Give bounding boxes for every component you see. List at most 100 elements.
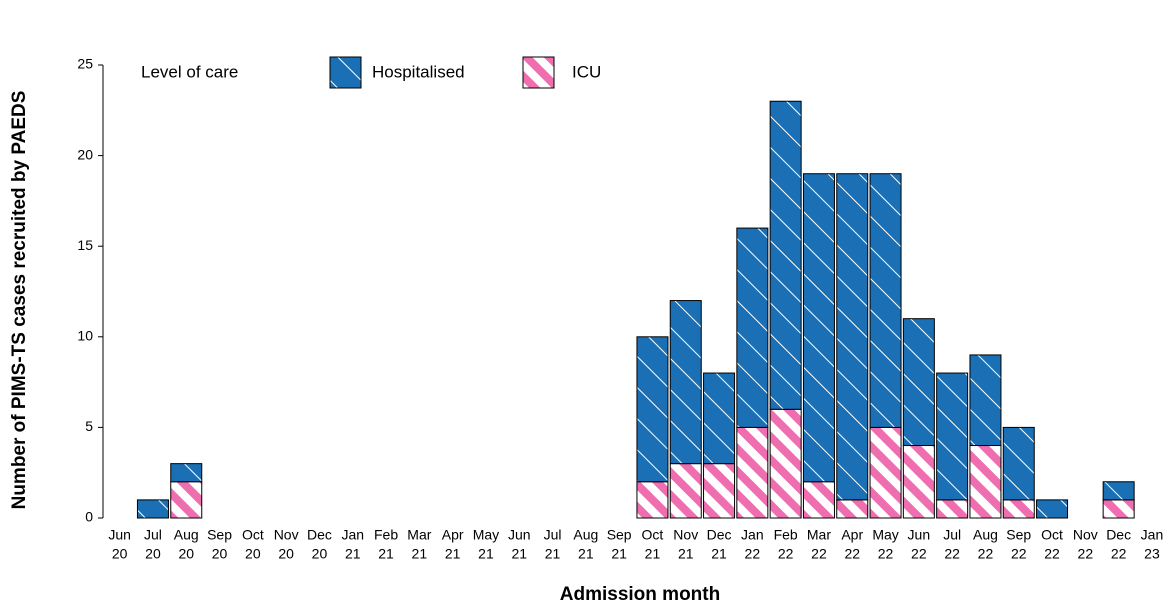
bar-segment: [1036, 499, 1069, 519]
legend-swatch: [522, 56, 555, 89]
x-tick-label: 22: [978, 546, 994, 562]
x-tick-label: Sep: [207, 527, 232, 543]
x-tick-label: 22: [745, 546, 761, 562]
x-tick-label: Mar: [807, 527, 831, 543]
x-tick-label: 21: [645, 546, 661, 562]
legend-swatch: [329, 56, 362, 89]
x-tick-label: Aug: [174, 527, 199, 543]
x-tick-label: Jun: [508, 527, 531, 543]
bar-segment: [836, 173, 869, 501]
x-tick-label: 22: [778, 546, 794, 562]
y-tick-label: 10: [77, 328, 93, 344]
x-tick-label: 21: [511, 546, 527, 562]
x-tick-label: 22: [878, 546, 894, 562]
bar-segment: [636, 336, 669, 483]
x-tick-label: Jan: [1141, 527, 1164, 543]
bar-segment: [170, 481, 203, 519]
x-tick-label: Dec: [1106, 527, 1131, 543]
legend-label: ICU: [572, 62, 601, 81]
bar-segment: [802, 173, 835, 483]
bar-segment: [1002, 426, 1035, 501]
x-tick-label: 21: [345, 546, 361, 562]
x-tick-label: Aug: [573, 527, 598, 543]
x-tick-label: Jun: [908, 527, 931, 543]
bar-segment: [836, 499, 869, 519]
y-tick-label: 5: [85, 418, 93, 434]
bar-segment: [902, 318, 935, 447]
x-tick-label: 22: [1011, 546, 1027, 562]
x-tick-label: Feb: [374, 527, 398, 543]
x-tick-label: Jan: [741, 527, 764, 543]
bar-segment: [636, 481, 669, 519]
x-tick-label: Oct: [1041, 527, 1063, 543]
x-tick-label: Jul: [943, 527, 961, 543]
x-tick-label: 21: [711, 546, 727, 562]
bar-segment: [669, 463, 702, 519]
bar-segment: [936, 372, 969, 501]
bar-segment: [736, 227, 769, 428]
x-tick-label: 22: [844, 546, 860, 562]
y-axis-label: Number of PIMS-TS cases recruited by PAE…: [9, 91, 30, 510]
bar-segment: [769, 100, 802, 410]
x-tick-label: 21: [478, 546, 494, 562]
x-tick-label: 20: [245, 546, 261, 562]
x-tick-label: May: [872, 527, 898, 543]
x-tick-label: Aug: [973, 527, 998, 543]
x-tick-label: Jan: [341, 527, 364, 543]
bar-segment: [1102, 481, 1135, 501]
bar-segment: [1002, 499, 1035, 519]
bar-segment: [969, 354, 1002, 447]
y-tick-label: 20: [77, 146, 93, 162]
x-axis-label: Admission month: [560, 584, 720, 605]
bar-segment: [136, 499, 169, 519]
x-tick-label: 21: [412, 546, 428, 562]
x-tick-label: Jul: [144, 527, 162, 543]
x-tick-label: Nov: [673, 527, 698, 543]
y-tick-label: 15: [77, 237, 93, 253]
bar-segment: [1102, 499, 1135, 519]
x-tick-label: 21: [378, 546, 394, 562]
x-tick-label: Nov: [1073, 527, 1098, 543]
x-tick-label: Oct: [242, 527, 264, 543]
legend-title: Level of care: [141, 62, 238, 81]
x-tick-label: Oct: [642, 527, 664, 543]
y-tick-label: 25: [77, 56, 93, 72]
legend-label: Hospitalised: [372, 62, 465, 81]
x-tick-label: 21: [578, 546, 594, 562]
x-tick-label: Sep: [607, 527, 632, 543]
x-tick-label: 22: [1111, 546, 1127, 562]
bar-segment: [769, 408, 802, 519]
x-tick-label: 20: [312, 546, 328, 562]
x-tick-label: 20: [112, 546, 128, 562]
x-tick-label: 20: [278, 546, 294, 562]
x-tick-label: 22: [1044, 546, 1060, 562]
x-tick-label: 20: [212, 546, 228, 562]
bar-segment: [170, 463, 203, 483]
x-tick-label: Dec: [707, 527, 732, 543]
x-tick-label: 23: [1144, 546, 1160, 562]
bar-segment: [802, 481, 835, 519]
x-tick-label: 21: [678, 546, 694, 562]
x-tick-label: 22: [944, 546, 960, 562]
bar-segment: [736, 426, 769, 519]
x-tick-label: Feb: [774, 527, 798, 543]
x-tick-label: Dec: [307, 527, 332, 543]
x-tick-label: Jun: [108, 527, 131, 543]
bar-segment: [869, 173, 902, 428]
x-tick-label: 21: [445, 546, 461, 562]
x-tick-label: 21: [545, 546, 561, 562]
x-tick-label: 22: [811, 546, 827, 562]
x-tick-label: 20: [145, 546, 161, 562]
bar-segment: [703, 372, 736, 465]
x-tick-label: Apr: [442, 527, 464, 543]
bar-segment: [869, 426, 902, 519]
bar-segment: [936, 499, 969, 519]
x-tick-label: Nov: [274, 527, 299, 543]
bar-segment: [969, 445, 1002, 519]
x-tick-label: May: [473, 527, 499, 543]
x-tick-label: Mar: [407, 527, 431, 543]
x-tick-label: 20: [178, 546, 194, 562]
x-tick-label: 22: [911, 546, 927, 562]
